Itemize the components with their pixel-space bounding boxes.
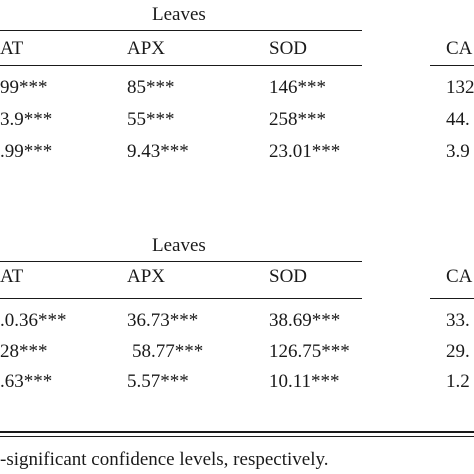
- table-cell: 258***: [269, 109, 326, 130]
- table-cell: 146***: [269, 77, 326, 98]
- table-cell: 99***: [0, 77, 48, 98]
- table-footnote: -significant confidence levels, respecti…: [0, 449, 329, 470]
- table-cell: 38.69***: [269, 310, 341, 331]
- table-cell: 132: [446, 77, 474, 98]
- column-header-ca-1: CA: [446, 38, 473, 59]
- group-header-leaves-1: Leaves: [152, 4, 206, 25]
- group-header-leaves-2: Leaves: [152, 235, 206, 256]
- table-cell: 44.: [446, 109, 470, 130]
- header-rule-1b: [430, 65, 474, 66]
- table-cell: 58.77***: [132, 341, 204, 362]
- table-cell: .63***: [0, 371, 53, 392]
- column-header-at-2: AT: [0, 266, 24, 287]
- header-rule-1a: [0, 65, 362, 66]
- table-cell: 10.11***: [269, 371, 340, 392]
- table-cell: 28***: [0, 341, 48, 362]
- table-cell: 29.: [446, 341, 470, 362]
- column-header-at-1: AT: [0, 38, 24, 59]
- group-rule-2: [0, 261, 362, 262]
- table-cell: .0.36***: [0, 310, 67, 331]
- table-cell: 85***: [127, 77, 175, 98]
- table-cell: 55***: [127, 109, 175, 130]
- table-cell: 36.73***: [127, 310, 199, 331]
- table-cell: .99***: [0, 141, 53, 162]
- column-header-apx-1: APX: [127, 38, 166, 59]
- table-cell: 9.43***: [127, 141, 189, 162]
- table-cell: 5.57***: [127, 371, 189, 392]
- group-rule-1: [0, 30, 362, 31]
- column-header-sod-2: SOD: [269, 266, 308, 287]
- table-bottom-rule: [0, 431, 474, 433]
- table-cell: 1.2: [446, 371, 470, 392]
- header-rule-2a: [0, 298, 362, 299]
- table-cell: 3.9***: [0, 109, 53, 130]
- column-header-sod-1: SOD: [269, 38, 308, 59]
- table-bottom-rule-secondary: [0, 436, 474, 437]
- table-cell: 23.01***: [269, 141, 341, 162]
- table-cell: 3.9: [446, 141, 470, 162]
- table-cell: 33.: [446, 310, 470, 331]
- header-rule-2b: [430, 298, 474, 299]
- column-header-ca-2: CA: [446, 266, 473, 287]
- column-header-apx-2: APX: [127, 266, 166, 287]
- table-cell: 126.75***: [269, 341, 350, 362]
